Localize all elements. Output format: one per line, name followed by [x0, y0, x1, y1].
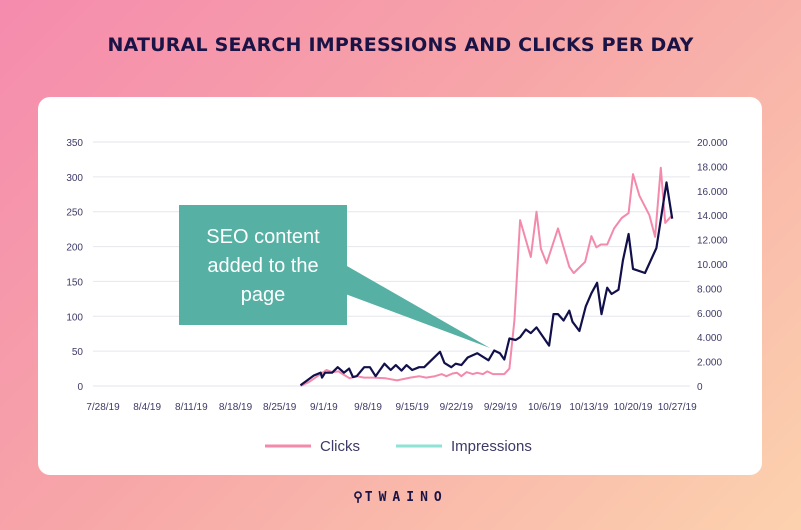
x-tick-label: 9/1/19 — [310, 402, 338, 413]
x-tick-label: 8/11/19 — [175, 402, 208, 413]
y-right-tick-label: 20.000 — [697, 138, 728, 149]
legend-label-clicks: Clicks — [320, 438, 360, 455]
y-left-tick-label: 300 — [66, 173, 83, 184]
y-right-tick-label: 10.000 — [697, 260, 728, 271]
y-left-tick-label: 350 — [66, 138, 83, 149]
y-right-tick-label: 16.000 — [697, 187, 728, 198]
leaf-icon: ⚲ — [353, 490, 365, 505]
x-tick-label: 10/27/19 — [658, 402, 697, 413]
x-tick-label: 9/22/19 — [440, 402, 474, 413]
x-tick-label: 8/25/19 — [263, 402, 297, 413]
y-left-tick-label: 100 — [66, 312, 83, 323]
callout-box — [179, 205, 347, 325]
y-right-tick-label: 4.000 — [697, 333, 722, 344]
x-tick-label: 9/8/19 — [354, 402, 382, 413]
x-tick-label: 10/20/19 — [614, 402, 653, 413]
y-right-tick-label: 14.000 — [697, 211, 728, 222]
x-tick-label: 9/15/19 — [396, 402, 430, 413]
y-left-tick-label: 150 — [66, 277, 83, 288]
x-tick-label: 9/29/19 — [484, 402, 518, 413]
legend-label-impressions: Impressions — [451, 438, 532, 455]
callout-text: SEO content — [206, 226, 320, 248]
x-tick-label: 10/13/19 — [569, 402, 608, 413]
callout-text: page — [241, 284, 286, 306]
y-left-tick-label: 0 — [77, 382, 83, 393]
y-right-tick-label: 18.000 — [697, 162, 728, 173]
x-tick-label: 8/18/19 — [219, 402, 253, 413]
y-right-tick-label: 12.000 — [697, 236, 728, 247]
callout-text: added to the — [207, 255, 318, 277]
x-tick-label: 7/28/19 — [86, 402, 120, 413]
callout-pointer — [340, 262, 490, 348]
y-left-tick-label: 250 — [66, 208, 83, 219]
y-left-tick-label: 200 — [66, 243, 83, 254]
chart-title: NATURAL SEARCH IMPRESSIONS AND CLICKS PE… — [107, 34, 694, 56]
x-tick-label: 8/4/19 — [133, 402, 161, 413]
y-right-tick-label: 0 — [697, 382, 703, 393]
y-right-tick-label: 8.000 — [697, 284, 722, 295]
y-left-tick-label: 50 — [72, 347, 84, 358]
x-tick-label: 10/6/19 — [528, 402, 562, 413]
chart-card — [38, 97, 762, 475]
y-right-tick-label: 2.000 — [697, 358, 722, 369]
logo-text: TWAINO — [364, 490, 448, 505]
series-line-impressions — [299, 181, 674, 387]
twaino-logo: ⚲TWAINO — [0, 490, 801, 505]
y-right-tick-label: 6.000 — [697, 309, 722, 320]
